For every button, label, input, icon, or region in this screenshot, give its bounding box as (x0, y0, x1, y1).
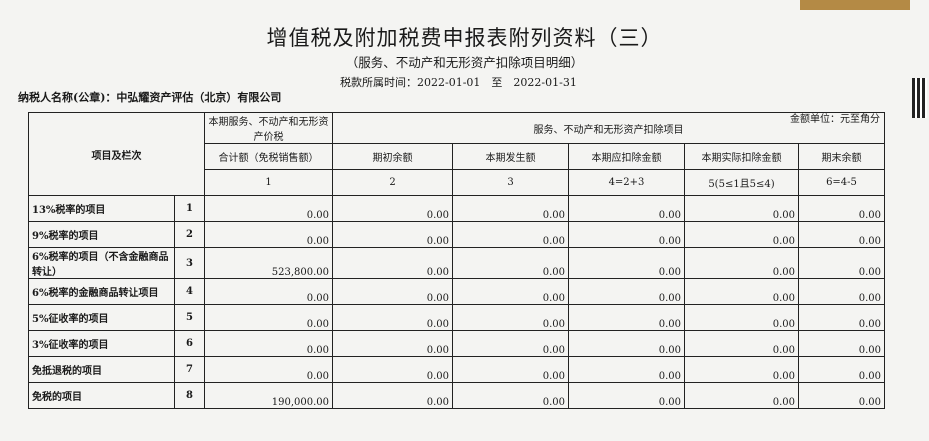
page-title: 增值税及附加税费申报表附列资料（三） (266, 26, 663, 50)
cell-value: 190,000.00 (204, 382, 333, 409)
table-row: 免抵退税的项目 7 0.00 0.00 0.00 0.00 0.00 0.00 (28, 356, 885, 383)
column-number: 5(5≤1且5≤4) (684, 169, 799, 196)
row-label: 6%税率的项目（不含金融商品转让） (28, 247, 175, 279)
cell-value: 0.00 (798, 304, 885, 331)
cell-value: 0.00 (798, 221, 885, 248)
header-col: 期初余额 (332, 143, 453, 170)
row-label: 13%税率的项目 (28, 195, 175, 222)
row-number: 7 (174, 356, 205, 383)
cell-value: 0.00 (452, 304, 569, 331)
cell-value: 0.00 (798, 247, 885, 279)
cell-value: 0.00 (204, 304, 333, 331)
cell-value: 0.00 (452, 195, 569, 222)
cell-value: 0.00 (452, 330, 569, 357)
column-number: 1 (204, 169, 333, 196)
cell-value: 0.00 (684, 304, 799, 331)
table-row: 3%征收率的项目 6 0.00 0.00 0.00 0.00 0.00 0.00 (28, 330, 885, 357)
cell-value: 0.00 (204, 221, 333, 248)
scan-edge-photo (800, 0, 910, 10)
cell-value: 0.00 (684, 278, 799, 305)
cell-value: 0.00 (204, 356, 333, 383)
row-label: 9%税率的项目 (28, 221, 175, 248)
cell-value: 0.00 (798, 278, 885, 305)
header-col: 期末余额 (798, 143, 885, 170)
column-number: 6=4-5 (798, 169, 885, 196)
header-col1-bottom: 合计额（免税销售额） (204, 143, 333, 170)
cell-value: 0.00 (568, 356, 685, 383)
cell-value: 0.00 (684, 382, 799, 409)
cell-value: 0.00 (568, 221, 685, 248)
cell-value: 0.00 (332, 330, 453, 357)
column-number: 3 (452, 169, 569, 196)
row-label: 3%征收率的项目 (28, 330, 175, 357)
header-group: 服务、不动产和无形资产扣除项目 (332, 112, 885, 144)
table-row: 5%征收率的项目 5 0.00 0.00 0.00 0.00 0.00 0.00 (28, 304, 885, 331)
cell-value: 0.00 (452, 278, 569, 305)
row-number: 6 (174, 330, 205, 357)
cell-value: 0.00 (452, 221, 569, 248)
row-number: 3 (174, 247, 205, 279)
qr-code (912, 78, 927, 118)
row-label: 免税的项目 (28, 382, 175, 409)
cell-value: 0.00 (332, 221, 453, 248)
cell-value: 0.00 (798, 195, 885, 222)
row-number: 1 (174, 195, 205, 222)
deduction-table: 项目及栏次 本期服务、不动产和无形资产价税 服务、不动产和无形资产扣除项目 合计… (28, 112, 885, 409)
cell-value: 0.00 (684, 221, 799, 248)
cell-value: 0.00 (204, 278, 333, 305)
table-row: 13%税率的项目 1 0.00 0.00 0.00 0.00 0.00 0.00 (28, 195, 885, 222)
cell-value: 0.00 (452, 247, 569, 279)
cell-value: 0.00 (332, 382, 453, 409)
row-label: 5%征收率的项目 (28, 304, 175, 331)
header-item: 项目及栏次 (28, 112, 205, 196)
table-row: 6%税率的项目（不含金融商品转让） 3 523,800.00 0.00 0.00 0.00… (28, 247, 885, 279)
table-row: 6%税率的金融商品转让项目 4 0.00 0.00 0.00 0.00 0.00 0.00 (28, 278, 885, 305)
cell-value: 0.00 (332, 247, 453, 279)
cell-value: 0.00 (332, 356, 453, 383)
cell-value: 0.00 (332, 195, 453, 222)
cell-value: 0.00 (568, 304, 685, 331)
taxpayer-name: 纳税人名称(公章)：中弘耀资产评估（北京）有限公司 (18, 91, 282, 104)
row-label: 6%税率的金融商品转让项目 (28, 278, 175, 305)
row-number: 8 (174, 382, 205, 409)
cell-value: 0.00 (684, 330, 799, 357)
cell-value: 0.00 (798, 330, 885, 357)
cell-value: 0.00 (798, 356, 885, 383)
cell-value: 0.00 (452, 356, 569, 383)
cell-value: 0.00 (568, 195, 685, 222)
table-row: 9%税率的项目 2 0.00 0.00 0.00 0.00 0.00 0.00 (28, 221, 885, 248)
cell-value: 0.00 (204, 195, 333, 222)
cell-value: 0.00 (684, 247, 799, 279)
header-col: 本期实际扣除金额 (684, 143, 799, 170)
column-number: 4=2+3 (568, 169, 685, 196)
header-col: 本期发生额 (452, 143, 569, 170)
cell-value: 0.00 (332, 304, 453, 331)
cell-value: 0.00 (204, 330, 333, 357)
tax-period: 税款所属时间：2022-01-01 至 2022-01-31 (340, 76, 577, 89)
row-number: 4 (174, 278, 205, 305)
row-label: 免抵退税的项目 (28, 356, 175, 383)
page-subtitle: （服务、不动产和无形资产扣除项目明细） (345, 55, 584, 70)
cell-value: 0.00 (568, 330, 685, 357)
cell-value: 0.00 (452, 382, 569, 409)
cell-value: 0.00 (798, 382, 885, 409)
column-number: 2 (332, 169, 453, 196)
table-row: 免税的项目 8 190,000.00 0.00 0.00 0.00 0.00 0.00 (28, 382, 885, 409)
cell-value: 523,800.00 (204, 247, 333, 279)
row-number: 2 (174, 221, 205, 248)
header-col1-top: 本期服务、不动产和无形资产价税 (204, 112, 333, 144)
header-col: 本期应扣除金额 (568, 143, 685, 170)
cell-value: 0.00 (332, 278, 453, 305)
cell-value: 0.00 (568, 278, 685, 305)
cell-value: 0.00 (684, 356, 799, 383)
cell-value: 0.00 (568, 382, 685, 409)
cell-value: 0.00 (568, 247, 685, 279)
cell-value: 0.00 (684, 195, 799, 222)
row-number: 5 (174, 304, 205, 331)
